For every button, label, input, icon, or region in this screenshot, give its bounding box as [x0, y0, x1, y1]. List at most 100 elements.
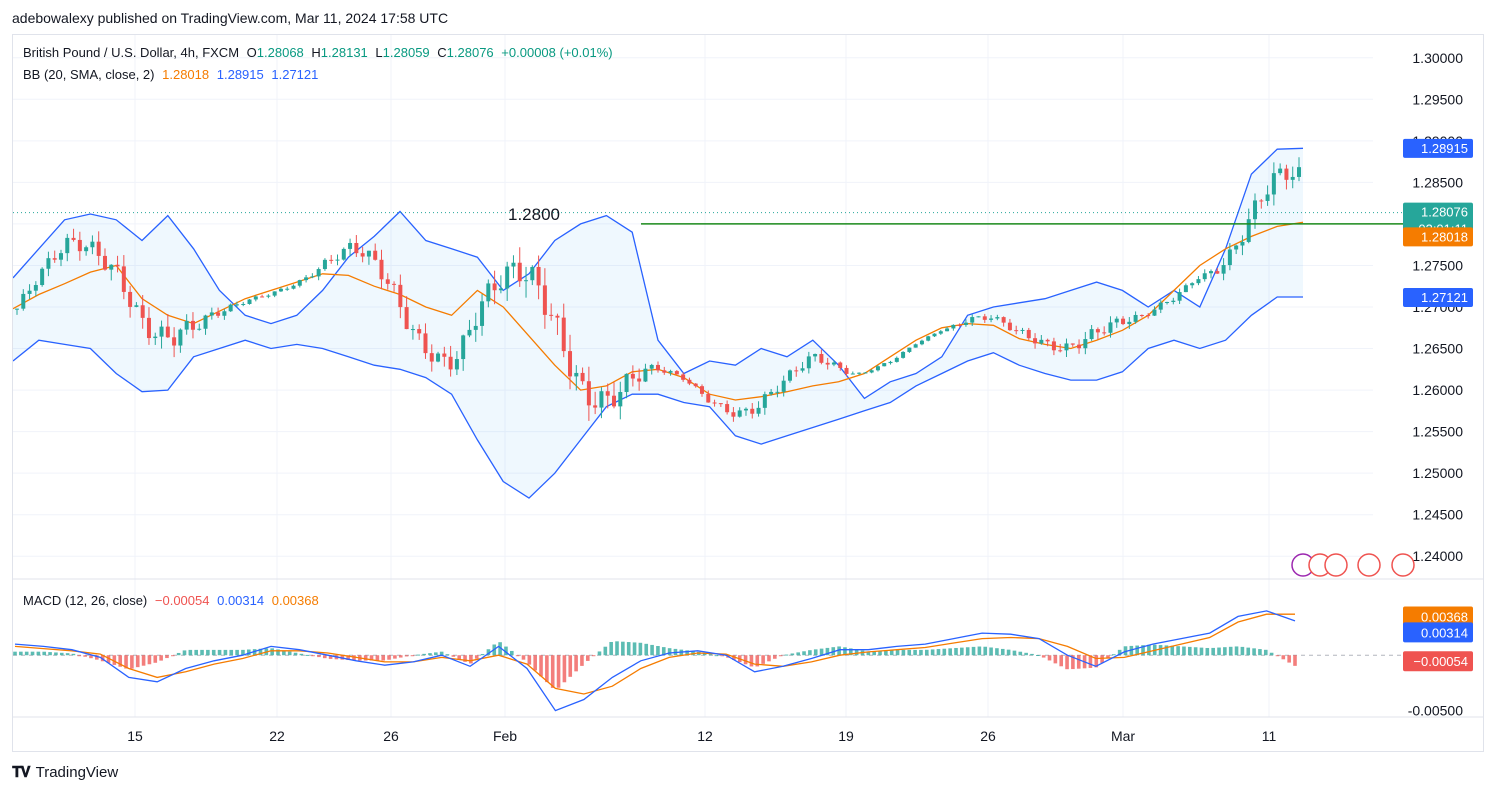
macd-histogram-bar — [311, 655, 315, 657]
macd-histogram-bar — [615, 641, 619, 656]
candle-body — [901, 351, 906, 358]
candle-body — [454, 359, 459, 370]
candle-body — [530, 266, 535, 281]
candle-body — [1227, 249, 1232, 266]
macd-histogram-bar — [65, 653, 70, 656]
macd-tick-label: -0.00500 — [1408, 703, 1463, 719]
macd-histogram-bar — [30, 651, 35, 656]
candle-body — [329, 259, 334, 261]
candle-body — [348, 242, 353, 249]
macd-histogram-bar — [457, 655, 462, 660]
macd-histogram-bar — [837, 646, 841, 656]
candle-body — [52, 258, 57, 260]
macd-histogram-bar — [1199, 647, 1204, 656]
macd-histogram-bar — [89, 655, 93, 659]
candle-body — [762, 394, 767, 408]
price-tick-label: 1.26500 — [1412, 341, 1463, 357]
macd-histogram-bar — [1030, 653, 1034, 656]
time-tick-label: 15 — [127, 728, 143, 744]
time-tick-label: Feb — [493, 728, 517, 744]
high-value: 1.28131 — [320, 45, 368, 60]
candle-body — [304, 277, 309, 281]
macd-histogram-bar — [36, 651, 41, 656]
macd-histogram-bar — [1059, 655, 1064, 667]
macd-histogram-bar — [661, 647, 666, 656]
macd-histogram-bar — [276, 649, 280, 656]
macd-signal-tag: 0.00368 — [1421, 609, 1468, 624]
candle-body — [366, 250, 371, 257]
chart-canvas[interactable]: 15 22 26 Feb 12 19 26 Mar 11 1.2800 1.30000 1.29500… — [13, 35, 1483, 751]
candle-body — [1033, 338, 1038, 344]
time-tick-label: 22 — [269, 728, 285, 744]
candle-body — [335, 259, 340, 261]
macd-histogram-bar — [1158, 645, 1163, 656]
candle-body — [253, 296, 258, 300]
macd-histogram-bar — [381, 655, 386, 661]
candle-body — [637, 378, 642, 382]
macd-histogram-bar — [568, 655, 573, 677]
macd-histogram-bar — [404, 655, 409, 657]
macd-histogram-bar — [1170, 645, 1175, 656]
candle-body — [524, 280, 529, 282]
macd-histogram-bar — [971, 646, 976, 656]
macd-histogram-bar — [644, 643, 649, 656]
macd-histogram-bar — [1024, 652, 1028, 656]
candle-body — [410, 329, 415, 331]
macd-signal-line — [14, 613, 1295, 695]
bb-lower-line — [13, 296, 1303, 499]
macd-histogram-bar — [258, 648, 263, 656]
candle-body — [586, 381, 591, 406]
time-tick-label: 19 — [838, 728, 854, 744]
macd-histogram-bar — [48, 652, 52, 656]
candle-body — [813, 353, 818, 357]
macd-histogram-bar — [1246, 647, 1251, 656]
macd-histogram-bar — [1287, 655, 1291, 663]
footer-brand[interactable]: 𝐓𝐕 TradingView — [12, 764, 118, 781]
macd-histogram-bar — [375, 655, 380, 661]
macd-histogram-bar — [194, 649, 198, 656]
low-value: 1.28059 — [382, 45, 430, 60]
macd-histogram-bar — [597, 651, 602, 656]
bb-label: BB (20, SMA, close, 2) — [23, 67, 155, 82]
macd-histogram-bar — [603, 646, 608, 656]
macd-histogram-bar — [954, 647, 958, 656]
macd-histogram-bar — [1205, 647, 1210, 656]
macd-histogram-bar — [328, 655, 333, 659]
candle-body — [467, 329, 472, 336]
macd-histogram-bar — [714, 655, 719, 657]
high-prefix: H — [311, 45, 321, 60]
price-tick-label: 1.24500 — [1412, 507, 1463, 523]
change-value: +0.00008 (+0.01%) — [501, 45, 613, 60]
candle-body — [511, 262, 516, 267]
candle-body — [1051, 341, 1056, 351]
macd-histogram-bar — [1047, 655, 1052, 661]
macd-histogram-bar — [188, 649, 193, 656]
candle-body — [593, 405, 598, 408]
macd-histogram-bar — [1193, 647, 1198, 656]
candle-body — [1246, 219, 1251, 242]
candle-body — [58, 253, 63, 260]
macd-histogram-bar — [556, 655, 561, 688]
chart-frame[interactable]: 15 22 26 Feb 12 19 26 Mar 11 1.2800 1.30000 1.29500… — [12, 34, 1484, 752]
candle-body — [1070, 343, 1075, 345]
candle-body — [1297, 167, 1301, 177]
price-tick-label: 1.24000 — [1412, 548, 1463, 564]
macd-histogram-bar — [1106, 655, 1110, 659]
candle-body — [888, 361, 893, 364]
macd-histogram-bar — [1053, 655, 1058, 664]
macd-histogram-bar — [1275, 655, 1280, 657]
candle-body — [794, 370, 799, 372]
candle-body — [373, 250, 378, 260]
macd-histogram-bar — [246, 649, 251, 656]
macd-histogram-bar — [229, 649, 234, 656]
macd-histogram-bar — [112, 655, 117, 665]
macd-histogram-bar — [223, 649, 228, 656]
candle-body — [184, 320, 189, 330]
candle-body — [21, 293, 26, 309]
level-annotation-text: 1.2800 — [508, 205, 560, 224]
macd-histogram-bar — [878, 650, 882, 656]
macd-histogram-bar — [24, 651, 29, 656]
candle-body — [379, 259, 384, 280]
macd-histogram-bar — [1036, 654, 1040, 656]
macd-histogram-bar — [241, 649, 245, 656]
